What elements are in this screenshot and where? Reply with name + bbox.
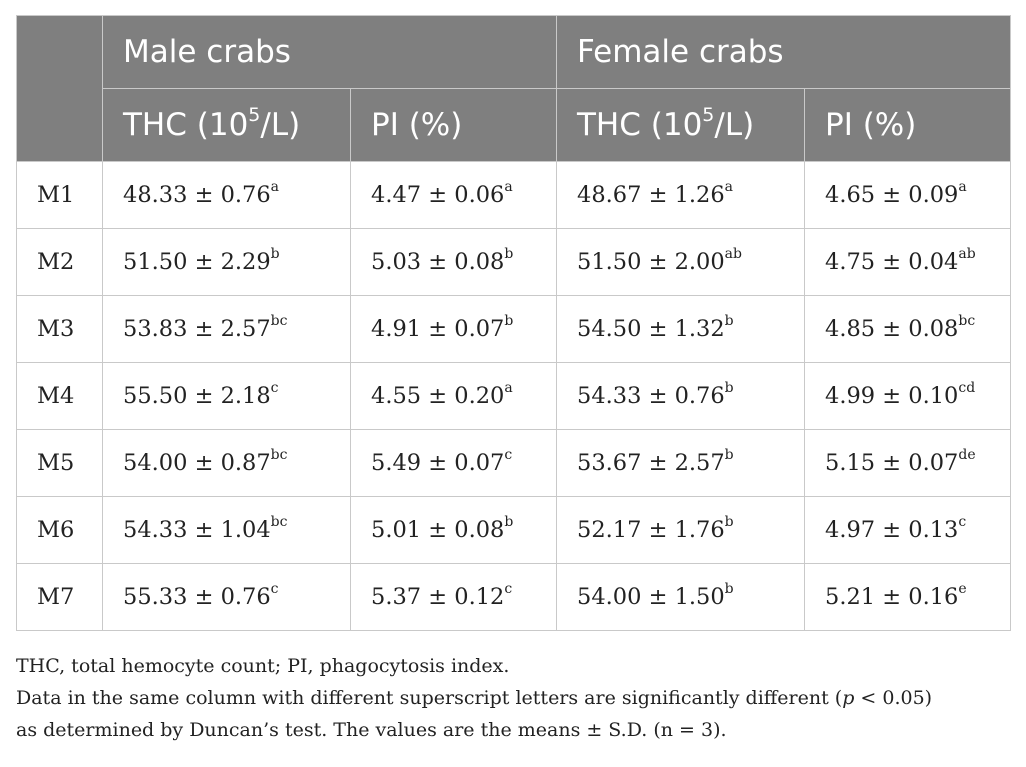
- table-cell: 54.00 ± 1.50b: [556, 563, 805, 631]
- table-row: M1 48.33 ± 0.76a 4.47 ± 0.06a 48.67 ± 1.26a…: [16, 161, 1011, 229]
- table-row: M7 55.33 ± 0.76c 5.37 ± 0.12c 54.00 ± 1.50b…: [16, 563, 1011, 631]
- group-header-row: Male crabs Female crabs: [16, 15, 1011, 162]
- table-row: M4 55.50 ± 2.18c 4.55 ± 0.20a 54.33 ± 0.76b…: [16, 362, 1011, 430]
- row-label: M6: [16, 496, 103, 564]
- footnote-method: as determined by Duncan’s test. The valu…: [16, 719, 727, 741]
- table-cell: 4.47 ± 0.06a: [350, 161, 557, 229]
- column-header-male-pi: PI (%): [350, 88, 557, 162]
- table-cell: 4.99 ± 0.10cd: [804, 362, 1011, 430]
- footnote-significance: Data in the same column with different s…: [16, 687, 933, 709]
- table-cell: 5.21 ± 0.16e: [804, 563, 1011, 631]
- table-cell: 4.55 ± 0.20a: [350, 362, 557, 430]
- row-label: M4: [16, 362, 103, 430]
- table-cell: 54.33 ± 1.04bc: [102, 496, 351, 564]
- table-cell: 4.97 ± 0.13c: [804, 496, 1011, 564]
- table-cell: 4.85 ± 0.08bc: [804, 295, 1011, 363]
- row-label: M7: [16, 563, 103, 631]
- table-cell: 5.37 ± 0.12c: [350, 563, 557, 631]
- table-cell: 51.50 ± 2.29b: [102, 228, 351, 296]
- column-header-female-thc: THC (105/L): [556, 88, 805, 162]
- table-cell: 53.83 ± 2.57bc: [102, 295, 351, 363]
- table-cell: 55.50 ± 2.18c: [102, 362, 351, 430]
- table-cell: 4.91 ± 0.07b: [350, 295, 557, 363]
- table-row: M3 53.83 ± 2.57bc 4.91 ± 0.07b 54.50 ± 1.32…: [16, 295, 1011, 363]
- table-cell: 54.00 ± 0.87bc: [102, 429, 351, 497]
- table-cell: 54.33 ± 0.76b: [556, 362, 805, 430]
- table-cell: 51.50 ± 2.00ab: [556, 228, 805, 296]
- row-label: M2: [16, 228, 103, 296]
- row-label: M5: [16, 429, 103, 497]
- table-cell: 5.01 ± 0.08b: [350, 496, 557, 564]
- column-header-female-pi: PI (%): [804, 88, 1011, 162]
- table-row: M2 51.50 ± 2.29b 5.03 ± 0.08b 51.50 ± 2.00a…: [16, 228, 1011, 296]
- table-row: M6 54.33 ± 1.04bc 5.01 ± 0.08b 52.17 ± 1.76…: [16, 496, 1011, 564]
- group-female-crabs: Female crabs: [556, 15, 1011, 89]
- group-male-crabs: Male crabs: [102, 15, 557, 89]
- table-cell: 54.50 ± 1.32b: [556, 295, 805, 363]
- table-cell: 5.03 ± 0.08b: [350, 228, 557, 296]
- table-cell: 52.17 ± 1.76b: [556, 496, 805, 564]
- footnote-abbreviations: THC, total hemocyte count; PI, phagocyto…: [16, 655, 510, 677]
- table-cell: 5.49 ± 0.07c: [350, 429, 557, 497]
- table-row: M5 54.00 ± 0.87bc 5.49 ± 0.07c 53.67 ± 2.57…: [16, 429, 1011, 497]
- table-cell: 4.65 ± 0.09a: [804, 161, 1011, 229]
- table-cell: 53.67 ± 2.57b: [556, 429, 805, 497]
- table-header: Male crabs Female crabs THC (105/L) PI (…: [16, 15, 1011, 162]
- table-footnotes: THC, total hemocyte count; PI, phagocyto…: [16, 650, 1016, 746]
- corner-cell: [16, 15, 103, 162]
- results-table: Male crabs Female crabs THC (105/L) PI (…: [16, 15, 1011, 631]
- table-body: M1 48.33 ± 0.76a 4.47 ± 0.06a 48.67 ± 1.26a…: [16, 161, 1011, 631]
- table-cell: 4.75 ± 0.04ab: [804, 228, 1011, 296]
- table-cell: 55.33 ± 0.76c: [102, 563, 351, 631]
- table-cell: 5.15 ± 0.07de: [804, 429, 1011, 497]
- table-cell: 48.33 ± 0.76a: [102, 161, 351, 229]
- row-label: M3: [16, 295, 103, 363]
- table-cell: 48.67 ± 1.26a: [556, 161, 805, 229]
- row-label: M1: [16, 161, 103, 229]
- column-header-row: THC (105/L) PI (%) THC (105/L) PI (%): [17, 88, 1011, 162]
- column-header-male-thc: THC (105/L): [102, 88, 351, 162]
